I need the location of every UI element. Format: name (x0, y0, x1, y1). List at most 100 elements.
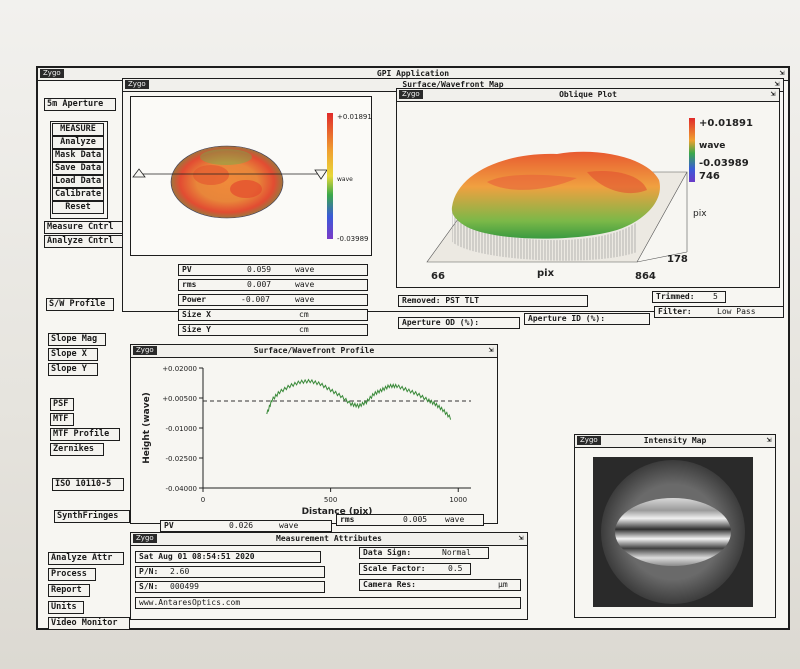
profile-series-line (266, 378, 452, 420)
window-menu-icon[interactable]: ⇲ (518, 533, 524, 542)
sn-field[interactable]: S/N: 000499 (135, 581, 325, 593)
window-menu-icon[interactable]: ⇲ (488, 345, 494, 354)
units-button[interactable]: Units (48, 601, 84, 614)
window-menu-icon[interactable]: ⇲ (766, 435, 772, 444)
pn-field[interactable]: P/N: 2.60 (135, 566, 325, 578)
window-menu-icon[interactable]: ⇲ (770, 89, 776, 98)
profile-titlebar: Zygo Surface/Wavefront Profile ⇲ (131, 345, 497, 358)
profile-xlabel: Distance (pix) (302, 507, 373, 517)
x-tick-label: 500 (324, 496, 337, 504)
intensity-title: Intensity Map (643, 436, 707, 445)
surface-scale-unit: wave (337, 176, 353, 183)
oblique-y-label: pix (693, 209, 707, 219)
intensity-map-window: Zygo Intensity Map ⇲ (574, 434, 776, 618)
zernikes-button[interactable]: Zernikes (50, 443, 104, 456)
oblique-y-max: 746 (699, 171, 720, 182)
analyze-button[interactable]: Analyze (52, 136, 104, 149)
oblique-x-min: 66 (431, 271, 445, 282)
oblique-plot-canvas: +0.01891 wave -0.03989 746 pix 178 66 pi… (426, 118, 753, 282)
y-tick-label: -0.04000 (166, 485, 197, 493)
y-tick-label: -0.02500 (166, 455, 197, 463)
surface-map-canvas: +0.01891 wave -0.03989 (132, 113, 372, 243)
oblique-scale-max: +0.01891 (699, 118, 753, 129)
zygo-logo: Zygo (40, 69, 64, 78)
mtf-profile-button[interactable]: MTF Profile (50, 428, 120, 441)
window-menu-icon[interactable]: ⇲ (779, 68, 785, 77)
load-data-button[interactable]: Load Data (52, 175, 104, 188)
attributes-title: Measurement Attributes (276, 534, 382, 543)
oblique-title: Oblique Plot (559, 90, 617, 99)
stat-pv: PV 0.059 wave (178, 264, 368, 276)
attributes-titlebar: Zygo Measurement Attributes ⇲ (131, 533, 527, 546)
zygo-logo: Zygo (399, 90, 423, 99)
filter-field: Filter: Low Pass (654, 306, 784, 318)
save-data-button[interactable]: Save Data (52, 162, 104, 175)
calibrate-button[interactable]: Calibrate (52, 188, 104, 201)
stat-size-x: Size X cm (178, 309, 368, 321)
scale-factor-field: Scale Factor: 0.5 (359, 563, 471, 575)
iso-10110-button[interactable]: ISO 10110-5 (52, 478, 124, 491)
mask-data-button[interactable]: Mask Data (52, 149, 104, 162)
oblique-titlebar: Zygo Oblique Plot ⇲ (397, 89, 779, 102)
surface-map-ellipse (170, 145, 284, 219)
oblique-plot-window: Zygo Oblique Plot ⇲ (396, 88, 780, 288)
cut-start-marker[interactable] (132, 168, 146, 178)
stat-power: Power -0.007 wave (178, 294, 368, 306)
analyze-cntrl-button[interactable]: Analyze Cntrl (44, 235, 124, 248)
y-tick-label: +0.02000 (162, 365, 197, 373)
profile-pv-field: PV 0.026 wave (160, 520, 332, 532)
aperture-id-field[interactable]: Aperture ID (%): (524, 313, 650, 325)
video-monitor-button[interactable]: Video Monitor (48, 617, 130, 630)
website-field[interactable]: www.AntaresOptics.com (135, 597, 521, 609)
synth-fringes-button[interactable]: SynthFringes (54, 510, 130, 523)
profile-chart: Height (wave) Distance (pix) +0.02000 +0.… (142, 365, 471, 517)
data-sign-field: Data Sign: Normal (359, 547, 489, 559)
oblique-y-min: 178 (667, 254, 688, 265)
sw-profile-button[interactable]: S/W Profile (46, 298, 114, 311)
mtf-button[interactable]: MTF (50, 413, 74, 426)
surface-scale-max: +0.01891 (337, 113, 371, 121)
surface-scale-min: -0.03989 (337, 235, 368, 243)
x-tick-label: 1000 (449, 496, 467, 504)
slope-x-button[interactable]: Slope X (48, 348, 98, 361)
oblique-scale-min: -0.03989 (699, 158, 749, 169)
removed-field: Removed: PST TLT (398, 295, 588, 307)
intensity-map-image (593, 457, 753, 607)
analyze-attr-button[interactable]: Analyze Attr (48, 552, 124, 565)
process-button[interactable]: Process (48, 568, 96, 581)
y-tick-label: +0.00500 (162, 395, 197, 403)
stat-size-y: Size Y cm (178, 324, 368, 336)
fringe-pattern (615, 498, 731, 566)
intensity-titlebar: Zygo Intensity Map ⇲ (575, 435, 775, 448)
app-title: GPI Application (376, 69, 450, 78)
trimmed-field: Trimmed: 5 (652, 291, 726, 303)
oblique-x-max: 864 (635, 271, 656, 282)
psf-button[interactable]: PSF (50, 398, 74, 411)
zygo-logo: Zygo (133, 534, 157, 543)
measure-group (50, 121, 108, 219)
profile-rms-field: rms 0.005 wave (336, 514, 484, 526)
zygo-logo: Zygo (133, 346, 157, 355)
aperture-od-field[interactable]: Aperture OD (%): (398, 317, 520, 329)
measure-cntrl-button[interactable]: Measure Cntrl (44, 221, 124, 234)
stats-panel: PV 0.059 wave rms 0.007 wave Power -0.00… (170, 260, 370, 340)
profile-title: Surface/Wavefront Profile (253, 346, 375, 355)
oblique-x-label: pix (537, 268, 555, 279)
profile-ylabel: Height (wave) (142, 392, 152, 464)
measure-button[interactable]: MEASURE (52, 123, 104, 136)
cut-end-marker[interactable] (314, 169, 328, 180)
date-field: Sat Aug 01 08:54:51 2020 (135, 551, 321, 563)
x-tick-label: 0 (201, 496, 205, 504)
window-menu-icon[interactable]: ⇲ (774, 79, 780, 88)
surface-map-panel: +0.01891 wave -0.03989 (130, 96, 372, 256)
camera-res-field[interactable]: Camera Res: µm (359, 579, 521, 591)
surface-color-scale (327, 113, 333, 239)
oblique-color-scale (689, 118, 695, 182)
slope-mag-button[interactable]: Slope Mag (48, 333, 106, 346)
slope-y-button[interactable]: Slope Y (48, 363, 98, 376)
profile-window: Zygo Surface/Wavefront Profile ⇲ Height … (130, 344, 498, 524)
reset-button[interactable]: Reset (52, 201, 104, 214)
report-button[interactable]: Report (48, 584, 90, 597)
aperture-button[interactable]: 5m Aperture (44, 98, 116, 111)
